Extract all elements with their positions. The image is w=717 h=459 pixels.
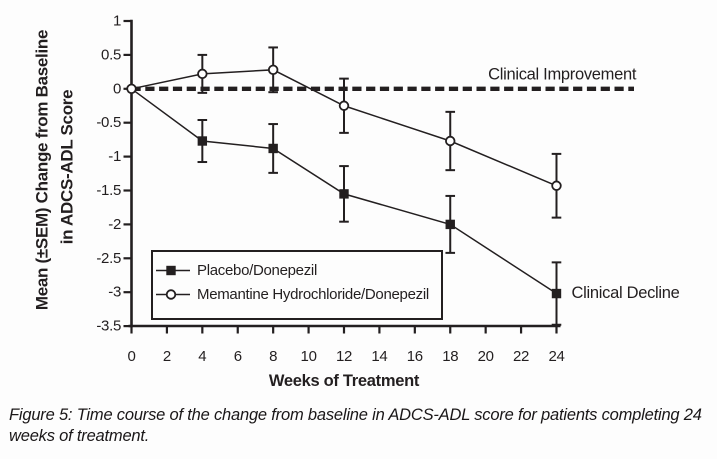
x-tick-label: 10 xyxy=(301,348,317,365)
x-tick-label: 18 xyxy=(442,348,458,365)
legend-box xyxy=(151,250,443,320)
reference-line-label: Clinical Improvement xyxy=(488,66,637,84)
x-tick-label: 16 xyxy=(407,348,423,365)
adcs-adl-line-chart: 10.50-0.5-1-1.5-2-2.5-3-3.50 2 4 6 8 10 12 14 16… xyxy=(33,13,680,391)
y-tick-label: 0 xyxy=(113,80,121,97)
marker-filled-square xyxy=(445,219,455,230)
marker-open-circle xyxy=(551,180,562,191)
marker-open-circle xyxy=(267,64,279,76)
marker-open-circle xyxy=(126,83,137,95)
legend-marker-open-circle xyxy=(165,289,177,300)
y-tick-label: -2 xyxy=(108,216,121,233)
x-tick-label: 14 xyxy=(371,348,387,365)
y-tick-label: -0.5 xyxy=(96,114,121,131)
y-axis-title-line2: in ADCS-ADL Score xyxy=(58,90,77,245)
figure-caption-line-2: weeks of treatment. xyxy=(9,427,150,445)
marker-filled-square xyxy=(551,288,562,299)
x-tick-label: 6 xyxy=(234,348,242,365)
x-axis-title: Weeks of Treatment xyxy=(269,372,420,390)
annotation-clinical-decline: Clinical Decline xyxy=(572,284,680,302)
x-tick-label: 24 xyxy=(548,348,564,365)
x-tick-label: 20 xyxy=(478,348,494,365)
x-tick-label: 4 xyxy=(198,348,206,365)
y-tick-label: -3 xyxy=(108,284,121,301)
x-tick-label: 22 xyxy=(513,348,529,365)
legend-item-label: Memantine Hydrochloride/Donepezil xyxy=(197,286,429,303)
x-tick-label: 2 xyxy=(163,348,171,365)
marker-filled-square xyxy=(339,189,349,199)
y-tick-label: 0.5 xyxy=(101,46,121,63)
x-tick-label: 0 xyxy=(127,348,135,365)
x-tick-label: 8 xyxy=(269,348,277,365)
y-tick-label: 1 xyxy=(113,13,121,30)
y-axis-title-line1: Mean (±SEM) Change from Baseline xyxy=(33,30,52,310)
marker-open-circle xyxy=(445,135,456,147)
marker-filled-square xyxy=(197,136,208,146)
marker-open-circle xyxy=(338,100,350,111)
figure-caption-line-1: Figure 5: Time course of the change from… xyxy=(9,406,702,424)
x-tick-label: 12 xyxy=(336,348,352,365)
series-line-placebo-donepezil xyxy=(131,88,557,295)
legend-item-label: Placebo/Donepezil xyxy=(197,262,317,279)
series-line-memantine-hydrochloride-donepezil xyxy=(131,69,557,187)
y-tick-label: -1 xyxy=(108,148,121,165)
legend-marker-filled-square xyxy=(166,265,176,276)
y-tick-label: -2.5 xyxy=(96,250,121,267)
marker-open-circle xyxy=(197,68,208,80)
marker-filled-square xyxy=(268,143,278,154)
y-tick-label: -3.5 xyxy=(96,318,121,335)
y-tick-label: -1.5 xyxy=(96,182,121,199)
figure-caption: Figure 5: Time course of the change from… xyxy=(9,405,711,447)
